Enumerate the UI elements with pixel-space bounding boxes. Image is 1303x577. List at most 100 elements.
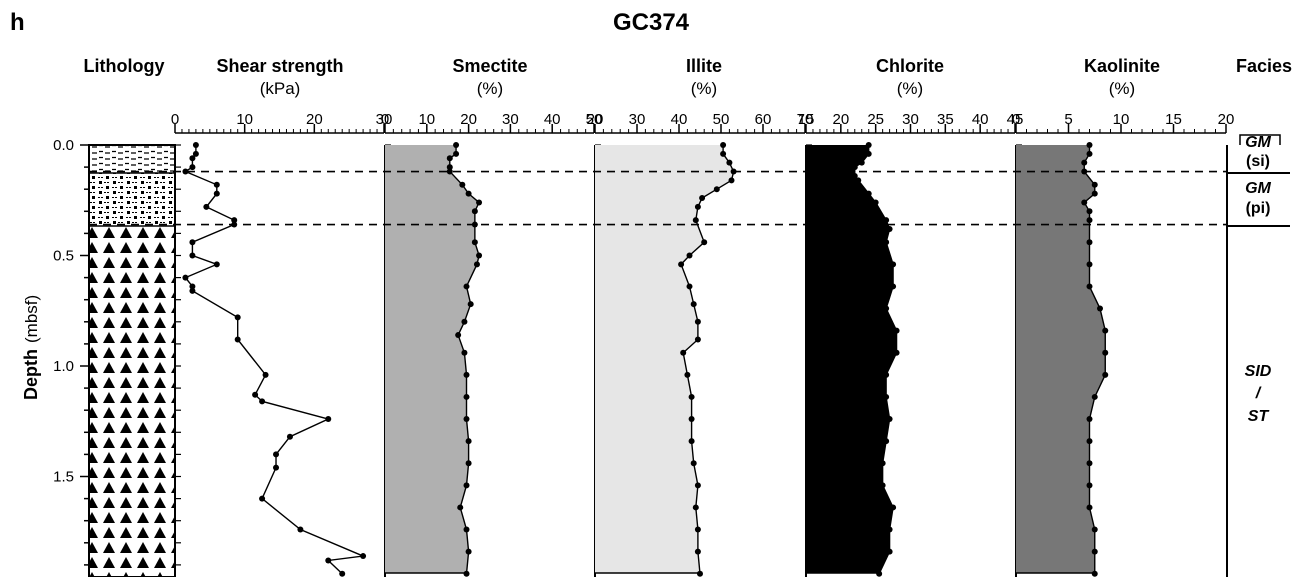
x-tick-label: 30	[502, 111, 519, 128]
core-title: GC374	[613, 9, 690, 36]
data-point	[465, 548, 472, 555]
kaolinite-unit: (%)	[1109, 79, 1135, 98]
x-tick-label: 30	[376, 111, 393, 128]
data-point	[213, 261, 220, 268]
data-point	[1091, 526, 1098, 533]
data-point	[694, 336, 701, 343]
data-point	[252, 391, 259, 398]
lithology-header: Lithology	[84, 56, 165, 76]
x-tick-label: 10	[418, 111, 435, 128]
data-point	[886, 548, 893, 555]
data-point	[461, 349, 468, 356]
chlorite-area	[806, 145, 897, 574]
data-point	[182, 274, 189, 281]
data-point	[1086, 416, 1093, 423]
data-point	[203, 203, 210, 210]
data-point	[459, 181, 466, 188]
data-point	[865, 150, 872, 157]
x-tick-label: 40	[671, 111, 688, 128]
data-point	[883, 438, 890, 445]
data-point	[463, 526, 470, 533]
x-tick-label: 45	[1007, 111, 1024, 128]
data-point	[1086, 150, 1093, 157]
x-tick-label: 25	[867, 111, 884, 128]
data-point	[465, 438, 472, 445]
data-point	[692, 217, 699, 224]
data-point	[297, 526, 304, 533]
shear-header: Shear strength	[216, 56, 343, 76]
data-point	[273, 451, 280, 458]
data-point	[686, 283, 693, 290]
data-point	[883, 217, 890, 224]
smectite-unit: (%)	[477, 79, 503, 98]
data-point	[339, 570, 346, 577]
data-point	[701, 239, 708, 246]
overlay	[89, 170, 1227, 226]
data-point	[461, 318, 468, 325]
facies-gm-pi-type: (pi)	[1246, 200, 1271, 217]
data-point	[446, 164, 453, 171]
facies-st-code: ST	[1248, 408, 1270, 425]
x-tick-label: 60	[755, 111, 772, 128]
data-point	[1081, 199, 1088, 206]
facies-header: Facies	[1236, 56, 1292, 76]
depth-tick-label: 1.5	[53, 469, 74, 486]
data-point	[858, 159, 865, 166]
data-point	[699, 195, 706, 202]
data-point	[189, 287, 196, 294]
data-point	[1086, 438, 1093, 445]
data-point	[1102, 371, 1109, 378]
shear-unit: (kPa)	[260, 79, 301, 98]
lithology-column	[88, 144, 176, 577]
data-point	[455, 332, 462, 339]
data-point	[876, 570, 883, 577]
kaolinite-area	[1016, 145, 1106, 574]
data-point	[694, 526, 701, 533]
x-tick-label: 20	[587, 111, 604, 128]
data-point	[262, 371, 269, 378]
data-point	[192, 150, 199, 157]
data-point	[680, 349, 687, 356]
data-point	[865, 190, 872, 197]
data-point	[453, 142, 460, 148]
panel-letter: h	[10, 9, 25, 36]
x-tick-label: 30	[902, 111, 919, 128]
data-point	[1086, 239, 1093, 246]
x-tick-label: 20	[460, 111, 477, 128]
data-point	[1091, 181, 1098, 188]
x-tick-label: 20	[832, 111, 849, 128]
chlorite-header: Chlorite	[876, 56, 944, 76]
pelite-unit	[89, 173, 175, 226]
data-point	[473, 261, 480, 268]
data-point	[259, 495, 266, 502]
data-point	[286, 433, 293, 440]
data-point	[1086, 261, 1093, 268]
data-point	[883, 371, 890, 378]
data-point	[1091, 393, 1098, 400]
x-tick-label: 20	[306, 111, 323, 128]
data-point	[886, 416, 893, 423]
data-point	[189, 155, 196, 162]
data-point	[688, 438, 695, 445]
data-point	[457, 504, 464, 511]
data-point	[678, 261, 685, 268]
data-point	[713, 186, 720, 193]
data-point	[893, 327, 900, 334]
data-point	[694, 203, 701, 210]
data-point	[189, 239, 196, 246]
x-tick-label: 35	[937, 111, 954, 128]
depth-tick-label: 1.0	[53, 358, 74, 375]
x-tick-label: 20	[1218, 111, 1235, 128]
data-point	[234, 314, 241, 321]
x-tick-label: 50	[713, 111, 730, 128]
data-point	[463, 393, 470, 400]
x-tick-label: 50	[586, 111, 603, 128]
data-point	[692, 504, 699, 511]
data-point	[883, 305, 890, 312]
data-point	[872, 199, 879, 206]
data-point	[1091, 190, 1098, 197]
data-point	[879, 482, 886, 489]
data-point	[886, 225, 893, 232]
depth-tick-label: 0.0	[53, 137, 74, 154]
data-point	[1086, 460, 1093, 467]
